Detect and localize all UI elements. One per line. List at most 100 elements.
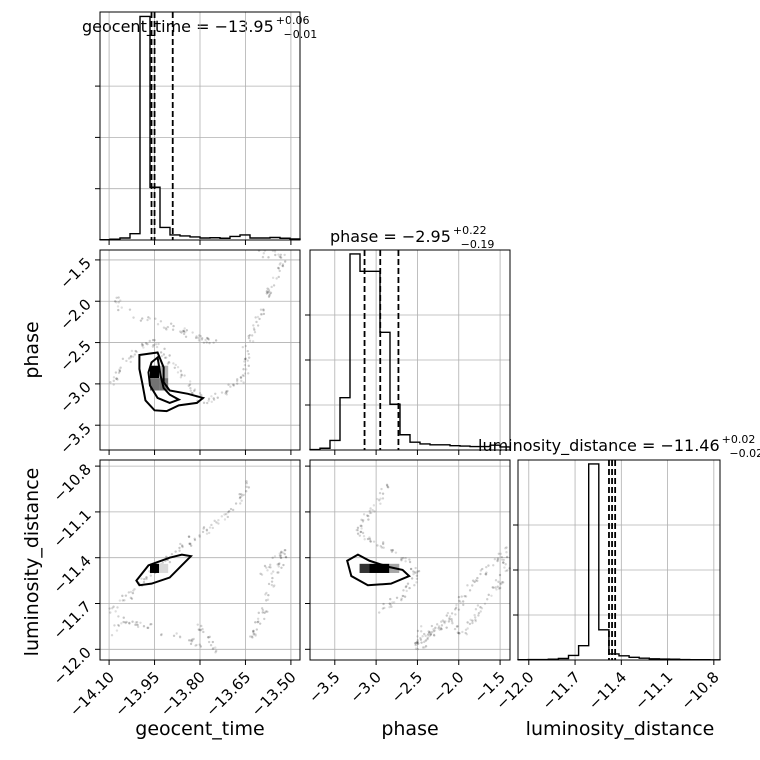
title-luminosity-distance: luminosity_distance = −11.46 +0.02 −0.02 [478, 433, 760, 460]
scatter-point [145, 577, 148, 581]
scatter-point [277, 571, 280, 574]
scatter-point [457, 631, 461, 635]
scatter-point [252, 632, 255, 635]
scatter-point [404, 585, 408, 589]
scatter-point [240, 379, 243, 383]
scatter-point [504, 563, 507, 566]
scatter-point [128, 622, 131, 625]
scatter-point [278, 255, 281, 258]
scatter-point [264, 593, 267, 596]
scatter-point [123, 621, 127, 624]
scatter-point [225, 391, 228, 394]
scatter-point [246, 359, 249, 362]
scatter-point [179, 542, 182, 546]
scatter-point [504, 569, 507, 573]
scatter-point [267, 582, 271, 586]
scatter-point [414, 566, 417, 570]
scatter-point [127, 621, 131, 625]
scatter-point [359, 530, 363, 534]
scatter-point [198, 534, 201, 537]
scatter-point [430, 631, 433, 634]
scatter-point [242, 368, 245, 371]
scatter-point [190, 640, 193, 643]
scatter-point [154, 317, 157, 320]
scatter-point [276, 571, 279, 574]
x-tick-label: −13.65 [202, 668, 254, 720]
scatter-point [240, 499, 243, 502]
histogram-bar [340, 398, 350, 450]
scatter-point [508, 567, 511, 570]
scatter-point [202, 527, 205, 530]
scatter-point [415, 581, 418, 584]
scatter-point [183, 374, 186, 377]
scatter-point [242, 374, 245, 378]
histogram-bar [230, 236, 240, 240]
scatter-point [207, 636, 210, 639]
contour-line [147, 355, 182, 404]
scatter-point [227, 510, 231, 513]
scatter-point [416, 638, 419, 642]
scatter-point [202, 341, 206, 345]
scatter-point [456, 625, 459, 628]
scatter-point [277, 275, 280, 279]
scatter-point [176, 371, 180, 374]
scatter-point [502, 581, 505, 584]
scatter-point [497, 587, 501, 590]
scatter-point [243, 360, 246, 363]
y-tick-label: −10.8 [50, 460, 95, 505]
scatter-point [225, 390, 228, 393]
scatter-point [146, 342, 149, 346]
histogram-bar [170, 235, 180, 240]
xlabel-phase: phase [381, 718, 438, 740]
scatter-point [280, 566, 283, 569]
scatter-point [413, 583, 416, 587]
scatter-point [200, 393, 203, 397]
scatter-point [181, 545, 184, 549]
scatter-point [439, 626, 443, 630]
scatter-point [231, 508, 235, 512]
scatter-point [283, 260, 287, 264]
scatter-point [265, 610, 268, 613]
scatter-point [496, 559, 499, 563]
scatter-point [223, 518, 227, 521]
scatter-point [505, 551, 508, 554]
scatter-point [356, 526, 360, 530]
scatter-point [468, 589, 472, 592]
scatter-point [199, 334, 202, 338]
scatter-point [242, 381, 245, 384]
histogram-bar [130, 234, 140, 240]
scatter-point [477, 611, 481, 615]
scatter-point [277, 253, 280, 256]
scatter-point [188, 380, 192, 383]
scatter-point [424, 639, 428, 642]
scatter-point [188, 542, 191, 545]
scatter-point [499, 582, 502, 585]
scatter-point [155, 345, 159, 349]
scatter-point [276, 563, 279, 566]
histogram-bar [500, 447, 510, 450]
scatter-point [426, 633, 430, 636]
scatter-point [435, 623, 439, 626]
scatter-point [208, 341, 211, 345]
scatter-point [198, 392, 202, 395]
histogram-step [517, 463, 721, 661]
scatter-point [252, 629, 255, 633]
scatter-point [160, 633, 163, 636]
contour-line [346, 553, 411, 587]
scatter-point [469, 618, 472, 622]
histogram-bar [320, 448, 330, 450]
scatter-point [277, 562, 281, 566]
scatter-point [266, 569, 269, 572]
scatter-point [381, 542, 385, 546]
scatter-point [275, 277, 278, 280]
scatter-point [423, 646, 426, 649]
scatter-point [363, 538, 366, 541]
scatter-point [502, 561, 505, 564]
scatter-point [263, 249, 267, 252]
scatter-point [120, 306, 123, 309]
scatter-point [239, 376, 243, 379]
scatter-point [474, 608, 478, 611]
scatter-point [207, 531, 211, 535]
scatter-point [268, 565, 271, 569]
scatter-point [108, 607, 111, 610]
